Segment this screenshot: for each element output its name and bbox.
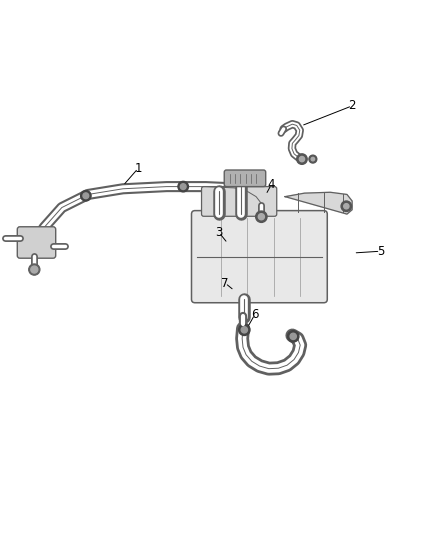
Circle shape [178,181,188,192]
Circle shape [241,327,247,333]
Circle shape [288,330,299,342]
Circle shape [344,204,349,209]
Circle shape [256,211,267,222]
FancyBboxPatch shape [191,211,327,303]
Circle shape [180,184,186,190]
Circle shape [31,266,38,273]
Circle shape [28,264,40,275]
Text: 1: 1 [134,161,142,175]
Circle shape [239,324,250,335]
Circle shape [83,193,89,199]
FancyBboxPatch shape [17,227,56,258]
Circle shape [341,201,352,212]
Text: 3: 3 [215,226,223,239]
Text: 6: 6 [251,308,258,321]
Circle shape [309,155,317,163]
Circle shape [297,154,307,164]
FancyBboxPatch shape [201,187,277,216]
Text: 4: 4 [268,178,275,191]
Circle shape [311,157,314,161]
Circle shape [299,157,304,161]
Circle shape [258,214,265,220]
FancyBboxPatch shape [224,170,266,187]
Polygon shape [285,192,352,214]
Text: 2: 2 [348,99,356,112]
Circle shape [81,190,91,201]
Text: 7: 7 [221,277,229,289]
Circle shape [290,333,297,340]
Text: 5: 5 [377,245,384,258]
